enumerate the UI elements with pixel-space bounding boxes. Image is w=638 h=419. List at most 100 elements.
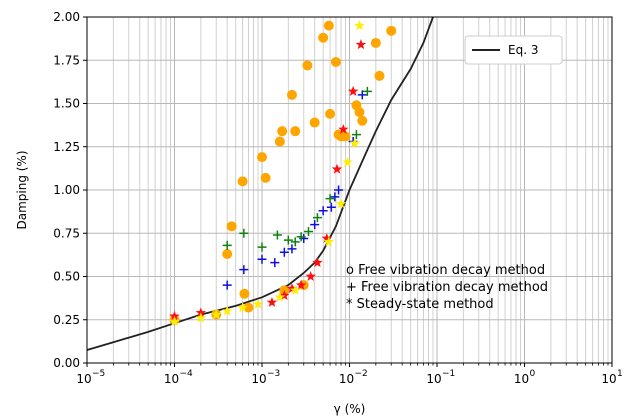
data-point-plus (334, 185, 344, 195)
data-point-circle (325, 108, 336, 119)
data-point-star (305, 271, 316, 281)
data-point-circle (237, 176, 248, 187)
y-tick-label: 0.25 (53, 313, 80, 327)
data-point-circle (257, 152, 267, 163)
y-tick-label: 1.75 (53, 53, 80, 67)
y-tick-label: 1.00 (53, 183, 80, 197)
data-point-circle (374, 70, 385, 81)
data-point-plus (270, 258, 280, 268)
data-point-star (211, 309, 222, 320)
x-tick-label-exponent: 0 (530, 369, 536, 379)
data-point-circle (386, 25, 397, 36)
data-point-circle (323, 20, 334, 31)
data-point-star (279, 290, 290, 300)
data-point-circle (357, 115, 368, 126)
legend-box (464, 35, 563, 65)
data-point-plus (257, 242, 267, 252)
x-axis-label: γ (%) (334, 402, 366, 416)
data-point-plus (283, 235, 293, 245)
x-axis-ticks: 10 −5 10 −4 10 −3 10 −2 10 −1 10 0 10 1 (76, 363, 623, 386)
data-point-plus (257, 254, 267, 264)
data-point-circle (340, 131, 351, 142)
grid-lines (86, 16, 612, 364)
y-tick-label: 1.50 (53, 97, 80, 111)
data-point-star (335, 198, 347, 209)
data-point-star (169, 310, 180, 321)
data-point-star (321, 232, 333, 243)
y-tick-label: 0.75 (53, 226, 80, 240)
data-point-star (237, 302, 248, 313)
data-point-plus (304, 227, 314, 237)
y-tick-label: 1.25 (53, 140, 80, 154)
x-tick-label-exponent: −5 (92, 369, 105, 379)
x-tick-label: 10 (426, 372, 441, 386)
data-point-circle (277, 126, 288, 137)
data-point-star (347, 85, 359, 96)
data-point-circle (226, 221, 237, 232)
data-point-circle (302, 60, 313, 71)
data-point-plus (279, 247, 289, 257)
annotation-line-3: * Steady-state method (346, 297, 494, 312)
annotations: o Free vibration decay method + Free vib… (346, 263, 548, 312)
data-point-circle (243, 302, 254, 313)
x-tick-label-exponent: −1 (442, 369, 455, 379)
x-tick-label-exponent: −4 (180, 369, 194, 379)
data-point-plus (272, 230, 282, 240)
data-point-plus (239, 265, 249, 275)
data-point-star (266, 296, 278, 307)
data-point-plus (357, 90, 367, 100)
data-point-plus (351, 130, 361, 140)
annotation-line-2: + Free vibration decay method (346, 280, 548, 295)
data-point-star (295, 279, 307, 290)
x-tick-label-exponent: −3 (267, 369, 280, 379)
data-point-plus (287, 244, 297, 254)
y-tick-label: 0.50 (53, 270, 80, 284)
data-point-plus (222, 280, 232, 290)
x-tick-label: 10 (76, 372, 91, 386)
x-tick-label-exponent: 1 (617, 369, 623, 379)
x-tick-label: 10 (251, 372, 266, 386)
data-point-plus (326, 202, 336, 212)
data-point-plus (310, 220, 320, 230)
data-point-star (286, 283, 298, 294)
data-point-star (195, 312, 207, 323)
x-tick-label: 10 (164, 372, 179, 386)
data-point-star (331, 163, 343, 174)
y-tick-label: 0.00 (53, 356, 80, 370)
data-point-star (290, 284, 301, 295)
data-point-plus (239, 228, 249, 238)
data-point-plus (296, 232, 306, 242)
data-point-plus (325, 194, 335, 204)
data-point-circle (354, 107, 365, 118)
data-point-star (349, 137, 361, 148)
data-point-star (195, 307, 207, 318)
data-point-plus (362, 86, 372, 96)
x-tick-label-exponent: −2 (355, 369, 368, 379)
data-point-plus (312, 213, 322, 223)
data-point-plus (290, 237, 300, 247)
data-point-plus (222, 240, 232, 250)
data-point-circle (222, 249, 233, 260)
data-point-circle (286, 89, 297, 100)
legend: Eq. 3 (464, 35, 563, 65)
data-point-star (354, 20, 365, 31)
data-point-star (169, 315, 180, 326)
data-point-circle (330, 56, 341, 67)
x-tick-label: 10 (514, 372, 529, 386)
data-point-circle (239, 288, 250, 299)
data-point-star (252, 298, 264, 309)
data-point-circle (260, 172, 271, 183)
data-point-star (323, 236, 335, 247)
annotation-line-1: o Free vibration decay method (346, 263, 545, 278)
data-point-circle (318, 32, 329, 43)
data-point-circle (309, 117, 320, 128)
data-point-circle (274, 136, 285, 147)
legend-label-eq3: Eq. 3 (508, 43, 538, 57)
x-tick-label: 10 (601, 372, 616, 386)
data-point-circle (290, 126, 301, 137)
data-point-star (312, 257, 323, 268)
data-point-star (338, 123, 349, 134)
data-point-star (342, 156, 353, 167)
